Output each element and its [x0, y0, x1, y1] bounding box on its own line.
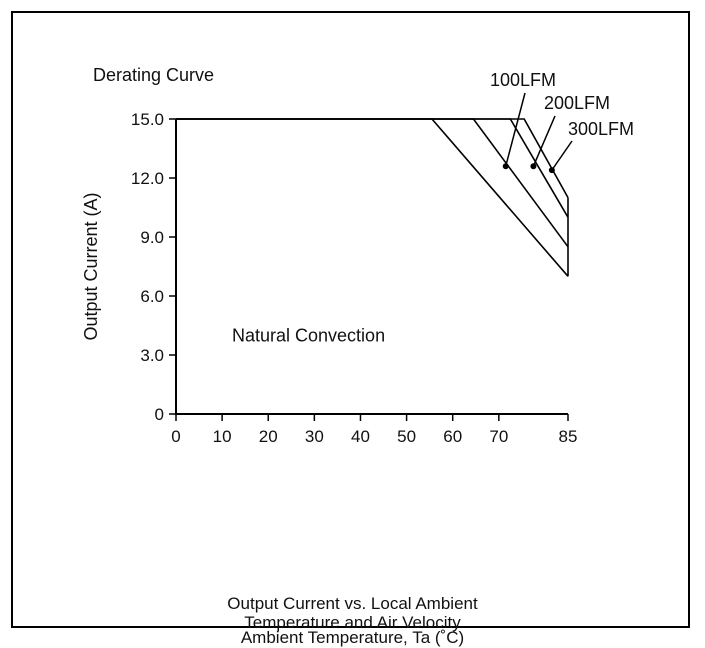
series-line-0 — [176, 118, 569, 277]
annotation-leader-1 — [532, 115, 556, 167]
y-tick-label-5: 15.0 — [131, 110, 164, 129]
x-tick-label-6: 60 — [443, 427, 462, 446]
x-tick-label-5: 50 — [397, 427, 416, 446]
figure-caption-line-2: Temperature and Air Velocity — [244, 613, 461, 632]
series-line-3 — [176, 118, 569, 199]
annotation-dot-0 — [502, 163, 509, 170]
annotation-label-1: 200LFM — [544, 93, 610, 113]
annotation-leader-0 — [505, 92, 526, 167]
x-tick-label-0: 0 — [171, 427, 180, 446]
annotation-label-2: 300LFM — [568, 119, 634, 139]
series-line-1 — [176, 118, 569, 248]
x-tick-label-3: 30 — [305, 427, 324, 446]
annotation-dot-2 — [548, 167, 555, 174]
annotation-label-0: 100LFM — [490, 70, 556, 90]
figure-caption-line-1: Output Current vs. Local Ambient — [227, 594, 478, 613]
annotation-leader-2 — [551, 140, 573, 171]
y-tick-label-1: 3.0 — [140, 346, 164, 365]
x-tick-label-1: 10 — [213, 427, 232, 446]
derating-chart: Derating Curve 0 3.0 6.0 9.0 12.0 15.0 0 10 20 30 4… — [81, 65, 634, 446]
x-tick-label-4: 40 — [351, 427, 370, 446]
figure-frame — [11, 11, 690, 628]
annotation-dot-1 — [530, 163, 537, 170]
x-tick-label-2: 20 — [259, 427, 278, 446]
y-axis-label: Output Current (A) — [81, 192, 101, 340]
annotation-label-3: Natural Convection — [232, 325, 385, 345]
chart-title: Derating Curve — [93, 65, 214, 85]
x-tick-label-7: 70 — [489, 427, 508, 446]
y-tick-label-2: 6.0 — [140, 287, 164, 306]
x-tick-label-8: 85 — [559, 427, 578, 446]
y-tick-label-3: 9.0 — [140, 228, 164, 247]
y-tick-label-0: 0 — [155, 405, 164, 424]
y-tick-label-4: 12.0 — [131, 169, 164, 188]
